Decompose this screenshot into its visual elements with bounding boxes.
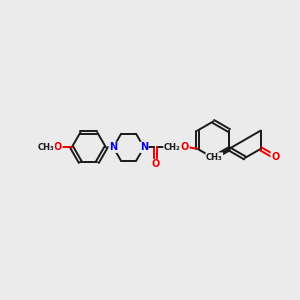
Text: N: N [140, 142, 148, 152]
Text: CH₂: CH₂ [164, 143, 181, 152]
Text: O: O [181, 142, 189, 152]
Text: O: O [271, 152, 279, 162]
Text: O: O [152, 159, 160, 170]
Text: CH₃: CH₃ [206, 153, 223, 162]
Text: N: N [109, 142, 117, 152]
Text: CH₃: CH₃ [38, 143, 55, 152]
Text: O: O [54, 142, 62, 152]
